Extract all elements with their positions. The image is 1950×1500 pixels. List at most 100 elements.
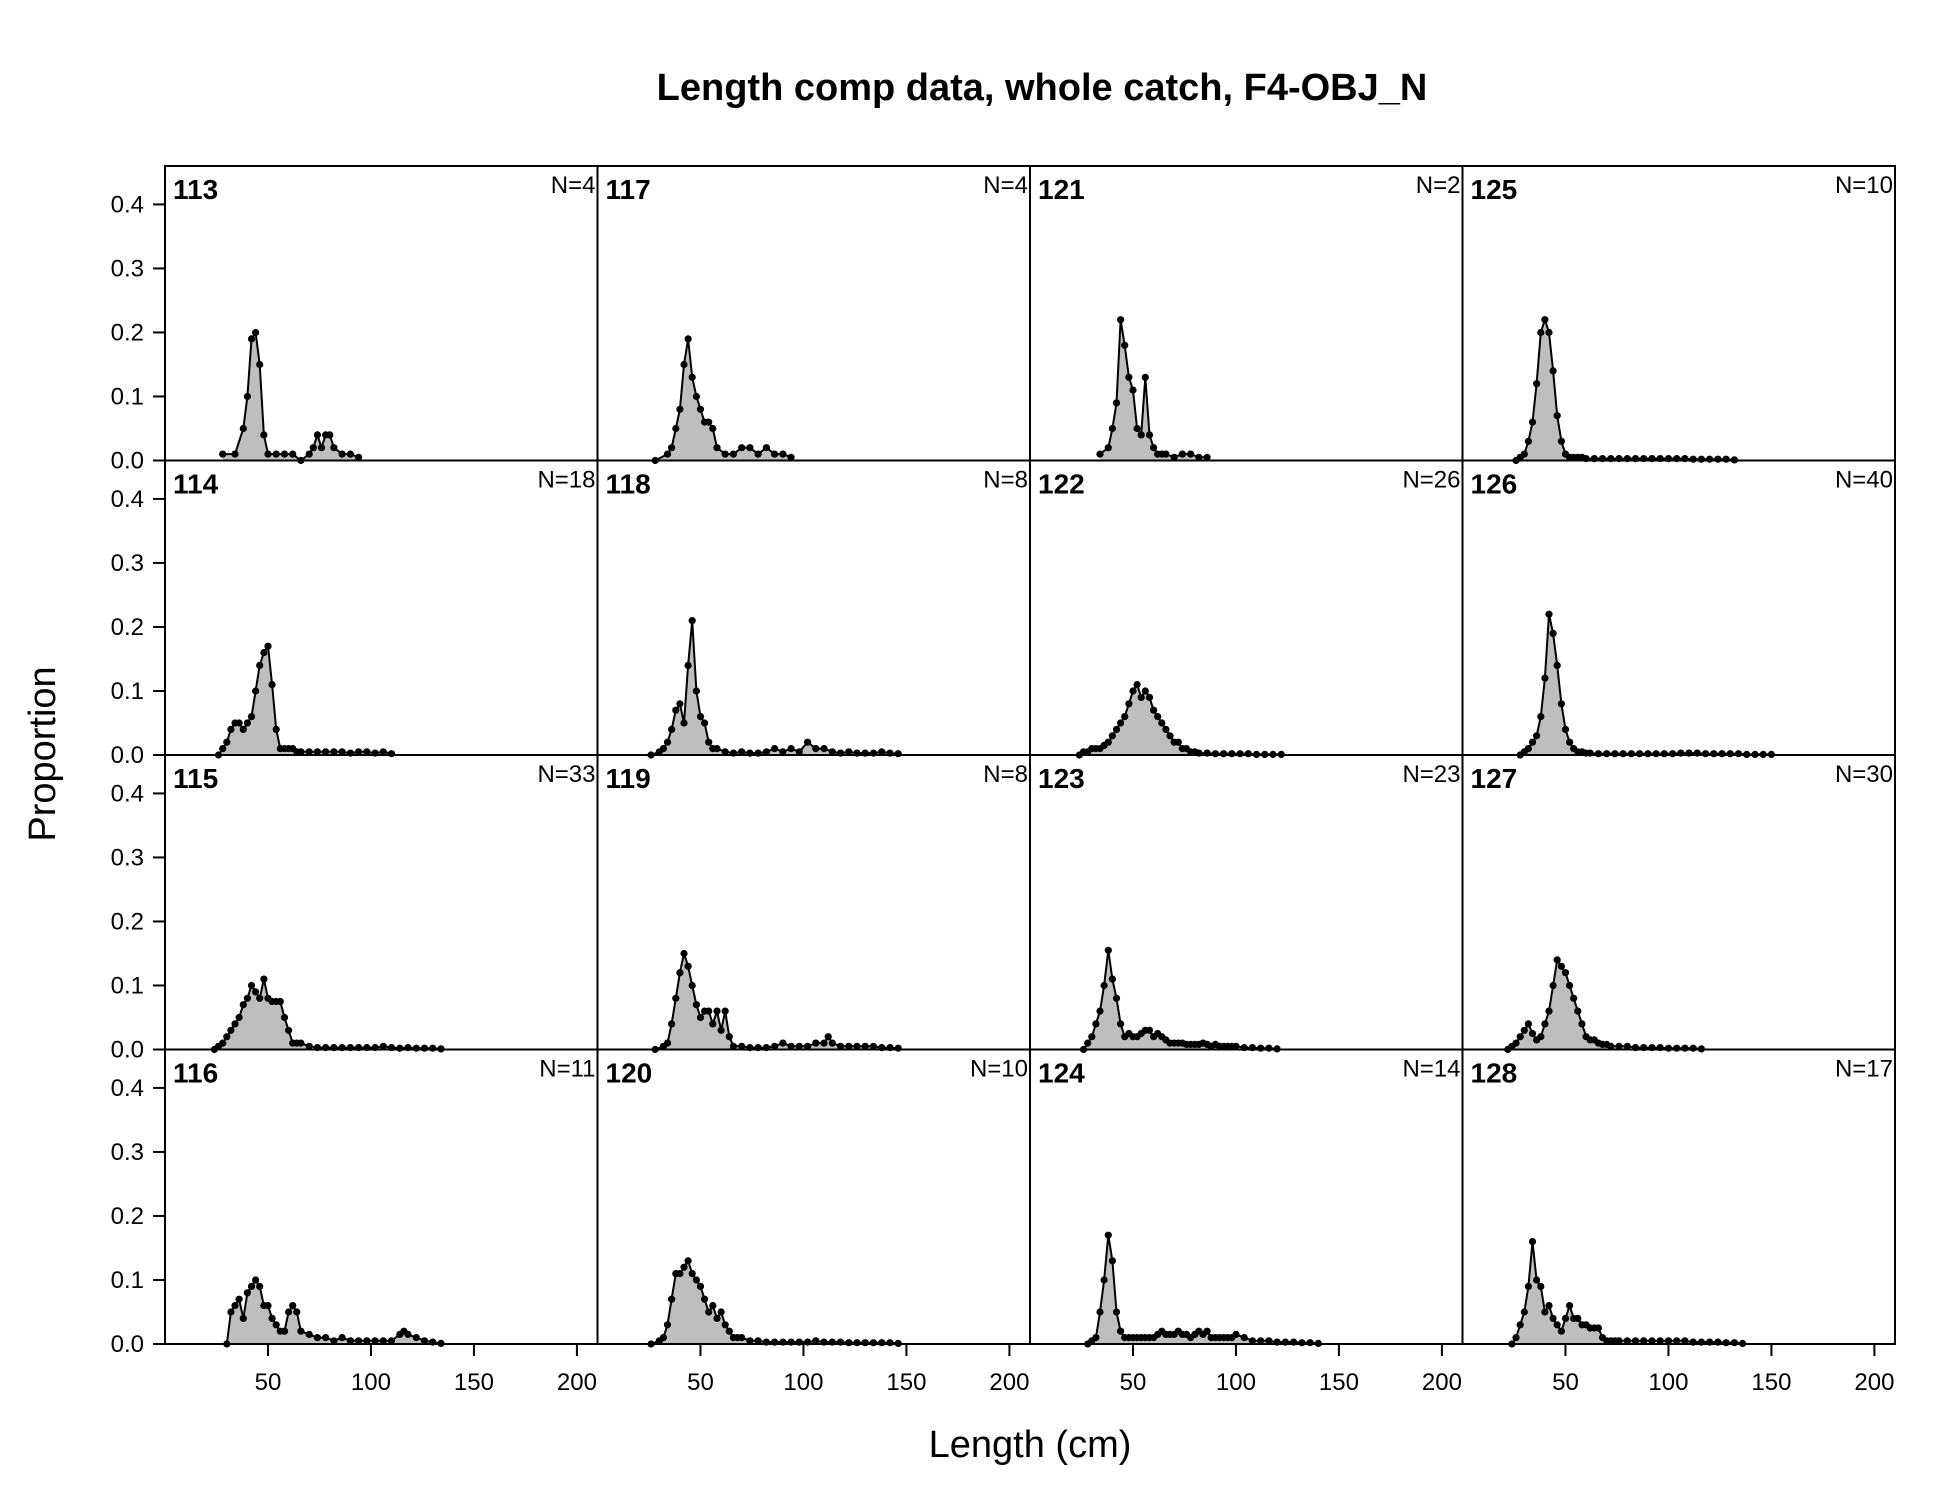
data-point <box>1689 455 1697 463</box>
data-point <box>779 748 787 756</box>
data-point <box>1088 1033 1096 1041</box>
data-point <box>1154 713 1162 721</box>
y-tick-label: 0.2 <box>111 614 144 641</box>
panel-116: 116 N=11 <box>164 1048 599 1348</box>
data-point <box>387 1337 396 1345</box>
data-point <box>313 748 321 756</box>
data-point <box>260 975 268 983</box>
data-point <box>1141 373 1149 381</box>
x-axis-col-2: 50 100 150 200 <box>687 1344 1029 1396</box>
data-point <box>812 1337 820 1345</box>
x-tick-label: 100 <box>351 1369 391 1396</box>
data-point <box>738 1042 746 1050</box>
data-point <box>1557 700 1565 708</box>
data-point <box>355 453 363 461</box>
y-axis-label: Proportion <box>22 666 64 841</box>
data-point <box>771 1042 779 1050</box>
data-point <box>684 962 692 970</box>
data-point <box>309 444 317 452</box>
data-point <box>1553 661 1561 670</box>
data-point <box>330 1337 338 1345</box>
data-point <box>264 642 272 650</box>
data-point <box>227 1026 235 1034</box>
data-point <box>1537 1282 1545 1290</box>
data-point <box>705 1007 713 1015</box>
data-point <box>1623 1337 1631 1345</box>
data-point <box>1549 981 1557 990</box>
data-point <box>313 431 321 439</box>
data-point <box>264 1302 272 1310</box>
data-point <box>1557 437 1565 445</box>
data-point <box>787 745 795 753</box>
data-point <box>1096 1007 1104 1015</box>
data-point <box>701 719 709 727</box>
data-point <box>1137 693 1145 702</box>
data-point <box>1636 750 1644 758</box>
data-point <box>227 1308 235 1316</box>
data-point <box>1298 1339 1306 1347</box>
data-point <box>346 1337 354 1345</box>
data-point <box>1121 341 1129 349</box>
x-tick-label: 50 <box>255 1369 282 1396</box>
data-point <box>1553 412 1561 420</box>
data-point <box>1121 713 1129 721</box>
data-point <box>252 328 260 337</box>
data-point <box>1656 1337 1664 1345</box>
data-point <box>1574 1314 1582 1322</box>
x-tick-label: 50 <box>1552 1369 1579 1396</box>
data-point <box>1541 316 1549 324</box>
panel-label: 115 <box>173 763 218 794</box>
data-point <box>1594 1324 1602 1332</box>
data-point <box>231 450 239 458</box>
data-point <box>285 1308 293 1316</box>
data-point <box>1545 610 1553 618</box>
data-point <box>1537 713 1545 721</box>
sample-size-label: N=40 <box>1835 467 1893 494</box>
x-tick-label: 50 <box>687 1369 714 1396</box>
panel-126-line <box>1519 613 1772 756</box>
data-point <box>1084 1039 1092 1047</box>
panel-113: 113 N=4 <box>164 165 599 465</box>
sample-size-label: N=10 <box>1835 172 1893 199</box>
data-point <box>313 1334 321 1342</box>
data-point <box>684 1257 692 1265</box>
data-point <box>1257 1337 1265 1345</box>
data-point <box>1104 1231 1112 1239</box>
data-point <box>1112 1308 1121 1316</box>
data-point <box>680 949 688 958</box>
data-point <box>1615 1042 1623 1050</box>
data-point <box>1681 1337 1689 1345</box>
data-point <box>725 1327 733 1335</box>
data-point <box>1557 962 1565 970</box>
y-tick-label: 0.4 <box>111 780 144 807</box>
data-point <box>1137 431 1145 439</box>
data-point <box>239 1314 247 1322</box>
data-point <box>692 1276 701 1284</box>
data-point <box>1162 725 1170 734</box>
data-point <box>247 335 256 343</box>
data-point <box>1553 956 1561 964</box>
panel-126-area <box>1520 614 1772 755</box>
data-point <box>725 1033 733 1041</box>
data-point <box>1166 732 1174 740</box>
data-point <box>247 1282 256 1290</box>
data-point <box>305 1330 313 1338</box>
data-point <box>680 360 688 369</box>
panel-125: 125 N=10 <box>1461 165 1896 465</box>
data-point <box>1533 380 1541 388</box>
panel-121-area <box>1100 319 1208 461</box>
data-point <box>268 1314 276 1322</box>
x-tick-label: 50 <box>1120 1369 1147 1396</box>
data-point <box>795 748 803 756</box>
data-point <box>1129 386 1137 394</box>
data-point <box>379 1042 387 1050</box>
data-point <box>1236 750 1244 758</box>
data-point <box>894 750 902 758</box>
panel-label: 122 <box>1038 469 1085 500</box>
data-point <box>853 1042 861 1050</box>
data-point <box>672 994 680 1002</box>
data-point <box>1112 399 1121 407</box>
data-point <box>779 1039 787 1047</box>
data-point <box>845 1042 853 1050</box>
data-point <box>412 1044 420 1052</box>
